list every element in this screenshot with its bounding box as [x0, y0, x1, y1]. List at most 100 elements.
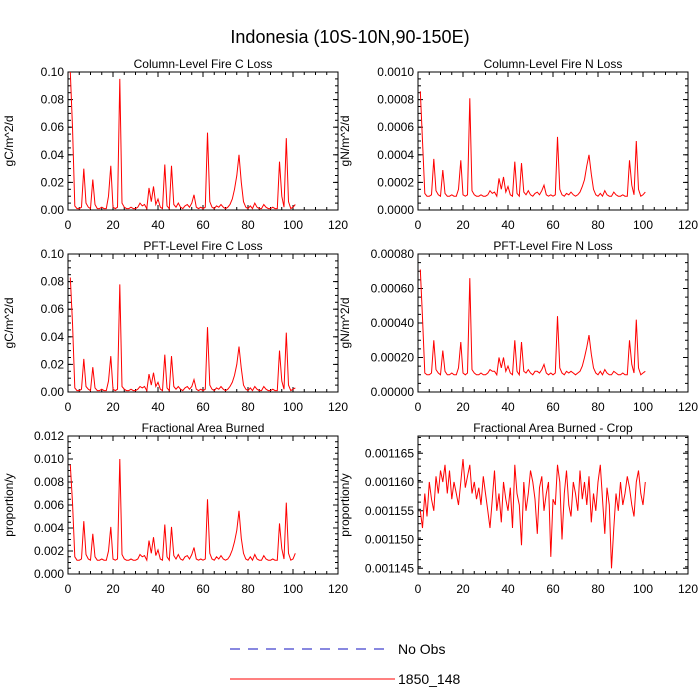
y-tick-label: 0.02 — [41, 357, 65, 371]
x-tick-label: 60 — [546, 582, 560, 596]
y-tick-label: 0.00000 — [371, 385, 415, 399]
x-tick-label: 20 — [456, 400, 470, 414]
y-tick-label: 0.04 — [41, 330, 65, 344]
figure-title: Indonesia (10S-10N,90-150E) — [230, 27, 469, 47]
x-tick-label: 120 — [678, 582, 698, 596]
x-tick-label: 0 — [65, 218, 72, 232]
y-tick-label: 0.001150 — [365, 533, 414, 547]
panel-title: Column-Level Fire N Loss — [484, 57, 623, 71]
x-tick-label: 100 — [283, 582, 303, 596]
chart-panel-3: PFT-Level Fire C Loss 0 20 40 60 80 100 120 0.00… — [2, 239, 348, 414]
x-tick-label: 20 — [456, 582, 470, 596]
chart-panel-1: Column-Level Fire C Loss 0 20 40 60 80 100 120 0… — [2, 57, 348, 232]
y-tick-label: 0.004 — [34, 521, 64, 535]
x-tick-label: 100 — [633, 400, 653, 414]
x-tick-label: 40 — [151, 400, 165, 414]
y-tick-label: 0.001145 — [365, 561, 414, 575]
y-tick-label: 0.04 — [41, 148, 65, 162]
x-tick-label: 120 — [328, 218, 348, 232]
series-line-1850-148 — [69, 458, 296, 562]
y-tick-label: 0.0004 — [377, 148, 414, 162]
panels: Column-Level Fire C Loss 0 20 40 60 80 100 120 0… — [2, 57, 698, 596]
y-tick-label: 0.00080 — [371, 247, 415, 261]
y-axis-label: gC/m^2/d — [2, 116, 16, 167]
panel-title: Fractional Area Burned — [142, 421, 265, 435]
legend-label-no-obs: No Obs — [398, 641, 445, 657]
y-tick-label: 0.001155 — [365, 504, 414, 518]
x-tick-label: 40 — [501, 218, 515, 232]
y-tick-label: 0.10 — [41, 65, 65, 79]
y-tick-label: 0.0002 — [377, 175, 414, 189]
y-tick-label: 0.00 — [41, 203, 65, 217]
x-tick-label: 120 — [678, 218, 698, 232]
x-tick-label: 60 — [196, 218, 210, 232]
y-tick-label: 0.002 — [34, 544, 64, 558]
panel-title: PFT-Level Fire N Loss — [493, 239, 612, 253]
x-tick-label: 80 — [591, 400, 605, 414]
x-tick-label: 100 — [633, 582, 653, 596]
y-axis-label: proportion/y — [2, 473, 16, 536]
legend: No Obs 1850_148 — [230, 641, 461, 687]
y-axis-label: gN/m^2/d — [338, 298, 352, 349]
y-tick-label: 0.001160 — [365, 475, 414, 489]
x-tick-label: 0 — [65, 400, 72, 414]
x-tick-label: 40 — [151, 582, 165, 596]
x-tick-label: 80 — [591, 582, 605, 596]
series-line-1850-148 — [419, 458, 646, 569]
x-tick-label: 120 — [678, 400, 698, 414]
chart-panel-4: PFT-Level Fire N Loss 0 20 40 60 80 100 120 0.00… — [338, 239, 698, 414]
y-axis-label: gN/m^2/d — [338, 116, 352, 167]
legend-label-1850-148: 1850_148 — [398, 671, 461, 687]
y-tick-label: 0.02 — [41, 175, 65, 189]
chart-panel-5: Fractional Area Burned 0 20 40 60 80 100 120 0.0… — [2, 421, 348, 596]
y-tick-label: 0.00020 — [371, 351, 415, 365]
y-tick-label: 0.0008 — [377, 93, 414, 107]
y-tick-label: 0.010 — [34, 452, 64, 466]
x-tick-label: 20 — [106, 582, 120, 596]
x-tick-label: 60 — [546, 218, 560, 232]
y-tick-label: 0.10 — [41, 247, 65, 261]
y-tick-label: 0.0006 — [377, 120, 414, 134]
y-tick-label: 0.08 — [41, 275, 65, 289]
x-tick-label: 0 — [415, 218, 422, 232]
x-tick-label: 100 — [283, 400, 303, 414]
panel-title: Fractional Area Burned - Crop — [473, 421, 633, 435]
y-tick-label: 0.0000 — [377, 203, 414, 217]
x-tick-label: 20 — [456, 218, 470, 232]
x-tick-label: 60 — [196, 400, 210, 414]
x-tick-label: 80 — [591, 218, 605, 232]
x-tick-label: 120 — [328, 400, 348, 414]
x-tick-label: 40 — [501, 400, 515, 414]
x-tick-label: 120 — [328, 582, 348, 596]
x-tick-label: 100 — [283, 218, 303, 232]
series-line-1850-148 — [69, 277, 296, 393]
chart-panel-2: Column-Level Fire N Loss 0 20 40 60 80 100 120 0… — [338, 57, 698, 232]
y-tick-label: 0.001165 — [365, 446, 414, 460]
x-tick-label: 0 — [415, 400, 422, 414]
x-tick-label: 40 — [151, 218, 165, 232]
y-axis-label: proportion/y — [338, 473, 352, 536]
y-tick-label: 0.006 — [34, 498, 64, 512]
x-tick-label: 20 — [106, 218, 120, 232]
y-tick-label: 0.06 — [41, 120, 65, 134]
x-tick-label: 80 — [241, 218, 255, 232]
x-tick-label: 80 — [241, 582, 255, 596]
x-tick-label: 0 — [65, 582, 72, 596]
y-tick-label: 0.012 — [34, 429, 64, 443]
x-tick-label: 60 — [196, 582, 210, 596]
series-line-1850-148 — [419, 91, 646, 198]
y-axis-label: gC/m^2/d — [2, 298, 16, 349]
y-tick-label: 0.08 — [41, 93, 65, 107]
y-tick-label: 0.00060 — [371, 282, 415, 296]
x-tick-label: 80 — [241, 400, 255, 414]
y-tick-label: 0.06 — [41, 302, 65, 316]
x-tick-label: 60 — [546, 400, 560, 414]
series-line-1850-148 — [419, 269, 646, 377]
x-tick-label: 0 — [415, 582, 422, 596]
series-line-1850-148 — [69, 71, 296, 211]
panel-title: Column-Level Fire C Loss — [134, 57, 273, 71]
x-tick-label: 40 — [501, 582, 515, 596]
y-tick-label: 0.008 — [34, 475, 64, 489]
